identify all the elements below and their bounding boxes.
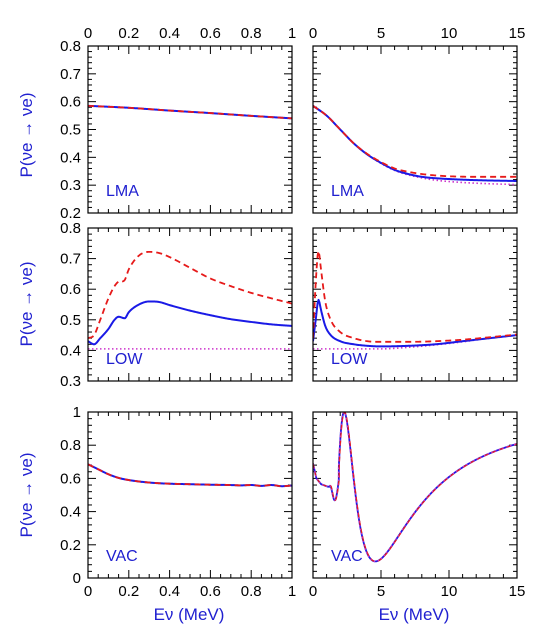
series-solid bbox=[88, 300, 292, 346]
y-tick-label: 0.8 bbox=[60, 437, 81, 454]
y-tick-label: 0.2 bbox=[60, 205, 81, 222]
panel-2: 0 5 10 15 LMA bbox=[309, 25, 526, 214]
series-dotted bbox=[88, 463, 292, 487]
y-tick-label: 0.6 bbox=[60, 281, 81, 298]
x-tick-label-top: 0.8 bbox=[241, 25, 262, 42]
y-tick-label: 0.4 bbox=[60, 149, 81, 166]
panel-5: 0 0.2 0.4 0.6 0.8 1 0 0.2 0.4 0.6 0.8 1 VAC bbox=[60, 404, 296, 600]
panel-1: 0 0.2 0.4 0.6 0.8 1 0.2 0.3 0.4 0.5 0.6 0.7 0.8 LMA bbox=[60, 25, 296, 222]
panel-frame bbox=[312, 45, 518, 214]
y-tick-label: 0.6 bbox=[60, 470, 81, 487]
panel-label: LMA bbox=[106, 183, 139, 200]
series-dashed bbox=[88, 463, 292, 488]
x-tick-label-top: 0.2 bbox=[118, 25, 139, 42]
y-tick-label: 0.3 bbox=[60, 373, 81, 390]
x-tick-label-top: 0.6 bbox=[200, 25, 221, 42]
panel-curves bbox=[313, 250, 517, 350]
panel-3: 0.3 0.4 0.5 0.6 0.7 0.8 LOW bbox=[60, 220, 293, 390]
x-axis-label-left: Eν (MeV) bbox=[154, 605, 225, 624]
panel-label: VAC bbox=[331, 548, 363, 565]
series-dashed bbox=[313, 105, 517, 178]
panel-label: VAC bbox=[106, 548, 138, 565]
panel-curves bbox=[88, 250, 292, 350]
panels: 0 0.2 0.4 0.6 0.8 1 0.2 0.3 0.4 0.5 0.6 0.7 0.8 LMA 0 5… bbox=[60, 25, 525, 600]
y-tick-label: 0.5 bbox=[60, 122, 81, 139]
x-tick-label-top: 0.4 bbox=[159, 25, 180, 42]
y-tick-label: 0.4 bbox=[60, 342, 81, 359]
y-tick-label: 0.8 bbox=[60, 220, 81, 237]
x-tick-label-bottom: 15 bbox=[509, 583, 526, 600]
y-tick-label: 0.7 bbox=[60, 251, 81, 268]
panel-label: LMA bbox=[331, 183, 364, 200]
x-tick-label-top: 5 bbox=[377, 25, 385, 42]
series-solid bbox=[313, 105, 517, 182]
x-tick-label-bottom: 0 bbox=[309, 583, 317, 600]
y-tick-label: 0.8 bbox=[60, 38, 81, 55]
panel-6: 0 5 10 15 VAC bbox=[309, 411, 526, 600]
series-solid bbox=[313, 298, 517, 348]
panel-frame bbox=[87, 411, 293, 579]
x-tick-label-top: 1 bbox=[288, 25, 296, 42]
x-tick-label-bottom: 0 bbox=[84, 583, 92, 600]
panel-ticks bbox=[87, 411, 293, 579]
panel-label: LOW bbox=[106, 351, 143, 368]
y-tick-label: 0.6 bbox=[60, 94, 81, 111]
panel-curves bbox=[313, 412, 517, 563]
panel-curves bbox=[313, 105, 517, 186]
x-tick-label-top: 15 bbox=[509, 25, 526, 42]
series-solid bbox=[88, 463, 292, 488]
y-tick-label: 0.5 bbox=[60, 312, 81, 329]
series-solid-oscillation bbox=[313, 412, 517, 563]
series-dashed bbox=[88, 104, 292, 120]
panel-curves bbox=[88, 463, 292, 488]
y-tick-label: 0.7 bbox=[60, 66, 81, 83]
x-tick-label-bottom: 0.2 bbox=[118, 583, 139, 600]
y-tick-label: 0.4 bbox=[60, 504, 81, 521]
y-axis-label-top: P(νe → νe) bbox=[17, 92, 36, 177]
x-tick-label-bottom: 0.4 bbox=[159, 583, 180, 600]
x-tick-label-bottom: 1 bbox=[288, 583, 296, 600]
y-tick-label: 0.2 bbox=[60, 537, 81, 554]
y-tick-label: 0.3 bbox=[60, 177, 81, 194]
y-tick-label: 0 bbox=[73, 570, 81, 587]
y-axis-label-bottom: P(νe → νe) bbox=[17, 452, 36, 537]
panel-frame bbox=[87, 45, 293, 214]
series-dotted-oscillation bbox=[313, 412, 517, 562]
panel-4: LOW bbox=[312, 227, 518, 382]
y-tick-label: 1 bbox=[73, 404, 81, 421]
panel-frame bbox=[312, 411, 518, 579]
panel-frame bbox=[312, 227, 518, 382]
x-tick-label-top: 0 bbox=[84, 25, 92, 42]
x-tick-label-bottom: 0.6 bbox=[200, 583, 221, 600]
series-dashed-oscillation bbox=[313, 412, 517, 563]
x-tick-label-bottom: 0.8 bbox=[241, 583, 262, 600]
x-tick-label-top: 10 bbox=[441, 25, 458, 42]
x-axis-label-right: Eν (MeV) bbox=[379, 605, 450, 624]
panel-label: LOW bbox=[331, 351, 368, 368]
x-tick-label-top: 0 bbox=[309, 25, 317, 42]
panel-curves bbox=[88, 104, 292, 120]
series-dashed bbox=[313, 250, 517, 343]
x-tick-label-bottom: 10 bbox=[441, 583, 458, 600]
series-dashed bbox=[88, 250, 292, 340]
x-tick-label-bottom: 5 bbox=[377, 583, 385, 600]
panel-frame bbox=[87, 227, 293, 382]
panel-ticks bbox=[312, 411, 518, 579]
y-axis-label-middle: P(νe → νe) bbox=[17, 261, 36, 346]
